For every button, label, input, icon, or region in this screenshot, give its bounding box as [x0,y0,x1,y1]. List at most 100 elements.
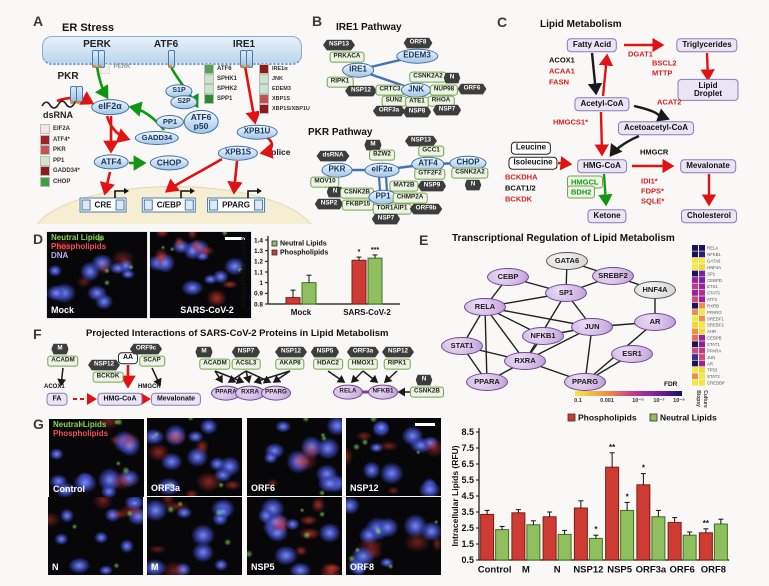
svg-text:1: 1 [259,280,263,287]
panel-d-bar-chart: 0.8 0.9 1 1.1 1.2 1.3 1.4 Mock SARS-CoV-2 * *** Int… [238,228,406,324]
panel-c-label: C [497,14,508,30]
micrograph-n: N [48,497,143,575]
heatmap-row-label: CREBBP [707,381,725,386]
micrograph-nsp5: NSP5 [247,497,342,575]
micrograph-sars-cov-2: SARS-CoV-2 [149,231,252,319]
fdr-tick-label: 10⁻⁵ [632,398,644,404]
pkr-pathway-title: PKR Pathway [308,127,373,138]
micrograph-mock: Mock Neutral Lipids Phospholipids DNA [46,231,148,319]
heatmap-cell [699,289,705,296]
heatmap-cell [692,251,698,258]
panel-e-label: E [419,232,429,248]
heatmap-cell [692,360,698,367]
heatmap-row-label: SREBF2 [707,323,724,328]
panel-c-title: Lipid Metabolism [540,19,622,30]
heatmap-cell [692,379,698,386]
panel-f-title: Projected Interactions of SARS-CoV-2 Pro… [86,328,389,339]
svg-text:SARS-CoV-2: SARS-CoV-2 [343,308,391,317]
stain-legend-dna: DNA [51,250,69,260]
heatmap-row-label: SREBF1 [707,316,724,321]
svg-text:M: M [522,565,530,576]
micrograph-m: M [147,497,242,575]
svg-text:1.2: 1.2 [254,259,263,266]
heatmap-cell [692,257,698,264]
stain-legend: Neutral Lipids Phospholipids DNA [51,233,107,261]
heatmap-cell [692,341,698,348]
svg-text:*: * [594,525,598,534]
heatmap-row-label: SP1 [707,271,716,276]
micrograph-label: M [151,562,159,572]
svg-text:0.9: 0.9 [254,291,263,298]
svg-text:1.5: 1.5 [461,539,474,549]
heatmap-col-label: Biopsy [695,390,701,407]
ire1-pathway-title: IRE1 Pathway [336,22,402,33]
heatmap-cell [699,302,705,309]
heatmap-cell [699,379,705,386]
heatmap-cell [699,341,705,348]
svg-text:2.5: 2.5 [461,523,474,533]
panel-d-label: D [33,231,44,247]
heatmap-row-label: TP53 [707,368,718,373]
panel-g-bar-chart: 0.5 1.5 2.5 3.5 4.5 5.5 6.5 7.5 8.5 Control M N NSP1… [450,404,769,586]
heatmap-cell [699,245,705,251]
svg-text:**: ** [609,443,616,452]
panel-a-title: ER Stress [62,22,114,34]
heatmap-cell [692,366,698,373]
heatmap-cell [692,277,698,283]
heatmap-cell [692,283,698,290]
heatmap-row-label: STAT2 [707,374,720,379]
promoter-arrow-icon [114,188,129,198]
perk-faint-swatch [100,64,110,74]
panel-b-label: B [312,13,323,29]
perk-receptor-label: PERK [83,39,111,50]
panel-f-label: F [33,326,42,342]
panel-e-title: Transcriptional Regulation of Lipid Meta… [452,233,675,244]
fdr-colorbar [575,391,682,396]
svg-text:0.5: 0.5 [461,555,474,565]
svg-text:8.5: 8.5 [461,427,474,437]
micrograph-orf8: ORF8 [346,497,441,575]
heatmap-cell [699,347,705,354]
stain-legend-phospholipids: Phospholipids [53,428,109,438]
micrograph-label: Control [53,484,85,494]
heatmap-row-label: ETS1 [707,284,718,289]
heatmap-cell [699,354,705,360]
heatmap-cell [692,373,698,380]
micrograph-label: ORF8 [350,562,375,572]
heatmap-cell [699,296,705,303]
micrograph-orf3a: ORF3a [147,418,242,496]
promoter-arrow-icon [247,188,262,198]
svg-text:5.5: 5.5 [461,475,474,485]
heatmap-row-label: CEBPD [707,278,722,283]
heatmap-cell [699,270,705,277]
svg-text:**: ** [703,519,710,528]
svg-text:Neutral Lipids: Neutral Lipids [660,413,717,423]
scale-bar [225,237,245,240]
pkr-label: PKR [57,71,79,82]
heatmap-cell [692,264,698,271]
heatmap-cell [699,373,705,380]
heatmap-row-label: HNF4A [707,265,721,270]
svg-text:Intracellular Lipids: Intracellular Lipids [239,236,248,308]
heatmap-row-label: STAT3 [707,291,720,296]
stain-legend-neutral-lipids: Neutral Lipids [53,420,107,429]
svg-text:1.3: 1.3 [254,248,263,255]
svg-text:ORF6: ORF6 [669,565,694,576]
heatmap-cell [692,309,698,315]
heatmap-row-label: JUN [707,355,715,360]
svg-text:Neutral Lipids: Neutral Lipids [280,241,327,248]
heatmap-cell [699,334,705,341]
heatmap-row-label: NFKB1 [707,252,721,257]
svg-text:Phospholipids: Phospholipids [280,250,328,257]
panel-a-label: A [33,13,44,29]
micrograph-control: Control Neutral Lipids Phospholipids [48,418,145,498]
heatmap-row-label: AR [707,361,713,366]
svg-text:Control: Control [478,565,512,576]
heatmap-cell [699,257,705,264]
stain-legend-phospholipids: Phospholipids [51,241,107,251]
heatmap-row-label: AHR [707,329,716,334]
heatmap-cell [699,283,705,290]
